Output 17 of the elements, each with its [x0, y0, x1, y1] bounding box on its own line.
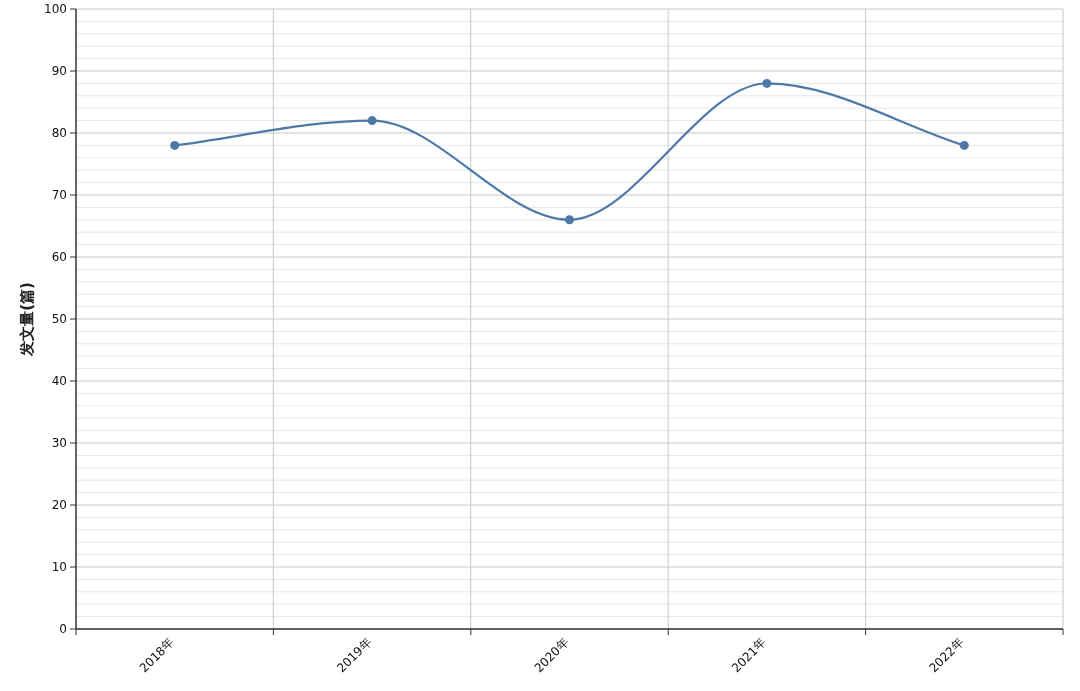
y-tick-label: 0 [59, 622, 67, 636]
y-tick-label: 20 [51, 498, 67, 512]
y-tick-label: 70 [51, 188, 67, 202]
y-tick-label: 80 [51, 126, 67, 140]
point [762, 78, 772, 88]
y-tick-label: 30 [51, 436, 67, 450]
point [959, 140, 969, 150]
point [367, 116, 377, 126]
y-tick-label: 40 [51, 374, 67, 388]
y-tick-label: 100 [44, 2, 67, 16]
y-tick-label: 60 [51, 250, 67, 264]
y-tick-label: 10 [51, 560, 67, 574]
y-axis-title: 发文量(篇) [18, 282, 36, 357]
point [565, 215, 574, 225]
y-tick-label: 90 [51, 64, 67, 78]
y-tick-label: 50 [51, 312, 67, 326]
point [170, 140, 180, 150]
